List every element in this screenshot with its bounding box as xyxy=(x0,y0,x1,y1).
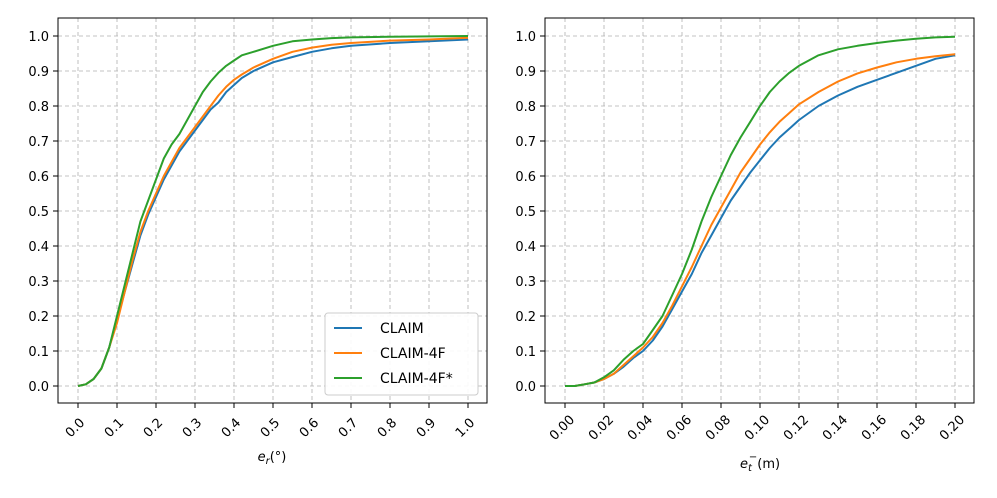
x-axis-label: et−(m) xyxy=(740,452,780,474)
y-tick-label: 1.0 xyxy=(515,30,536,45)
chart-panel-translation-error: 0.00 0.02 0.04 0.06 0.08 0.10 0.12 0.14 0.16 0.18… xyxy=(515,17,975,474)
series-lines xyxy=(77,35,469,387)
y-axis-ticks: 0.0 0.1 0.2 0.3 0.4 0.5 0.6 0.7 0.8 0.9 1.0 xyxy=(515,30,545,395)
legend-label-claim-4f: CLAIM-4F xyxy=(380,346,446,362)
legend-box xyxy=(324,312,479,396)
y-tick-label: 0.2 xyxy=(28,310,49,325)
y-tick-label: 0.3 xyxy=(515,275,536,290)
y-tick-label: 0.9 xyxy=(515,65,536,80)
chart-panel-rotation-error: 0.0 0.1 0.2 0.3 0.4 0.5 0.6 0.7 0.8 0.9 1.0 0.0 0.1… xyxy=(28,17,488,467)
y-tick-label: 1.0 xyxy=(28,30,49,45)
x-axis-label: er(°) xyxy=(258,450,287,467)
y-tick-label: 0.4 xyxy=(28,240,49,255)
y-tick-label: 0.0 xyxy=(515,380,536,395)
y-axis-ticks: 0.0 0.1 0.2 0.3 0.4 0.5 0.6 0.7 0.8 0.9 1.0 xyxy=(28,30,58,395)
y-tick-label: 0.3 xyxy=(28,275,49,290)
y-tick-label: 0.7 xyxy=(28,135,49,150)
y-tick-label: 0.1 xyxy=(28,345,49,360)
legend-label-claim-4f-star: CLAIM-4F* xyxy=(380,371,453,387)
y-tick-label: 0.6 xyxy=(515,170,536,185)
y-tick-label: 0.9 xyxy=(28,65,49,80)
y-tick-label: 0.4 xyxy=(515,240,536,255)
y-tick-label: 0.5 xyxy=(28,205,49,220)
series-line-claim-4f-star xyxy=(565,35,956,387)
series-line-claim-4f xyxy=(565,53,956,387)
y-tick-label: 0.5 xyxy=(515,205,536,220)
y-tick-label: 0.8 xyxy=(28,100,49,115)
series-lines xyxy=(565,35,956,387)
y-tick-label: 0.1 xyxy=(515,345,536,360)
series-line-claim-4f-star xyxy=(77,35,469,387)
y-tick-label: 0.7 xyxy=(515,135,536,150)
legend: CLAIM CLAIM-4F CLAIM-4F* xyxy=(324,312,479,396)
series-line-claim-4f xyxy=(77,36,469,387)
y-tick-label: 0.6 xyxy=(28,170,49,185)
y-tick-label: 0.8 xyxy=(515,100,536,115)
grid-lines xyxy=(545,18,974,403)
y-tick-label: 0.0 xyxy=(28,380,49,395)
legend-label-claim: CLAIM xyxy=(380,321,424,337)
y-tick-label: 0.2 xyxy=(515,310,536,325)
